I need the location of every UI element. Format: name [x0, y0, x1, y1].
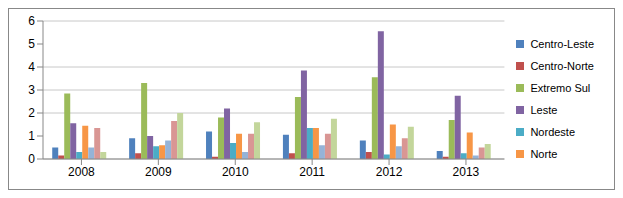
svg-text:4: 4 [28, 60, 35, 74]
svg-text:6: 6 [28, 14, 35, 28]
svg-text:2009: 2009 [145, 165, 172, 179]
svg-text:2012: 2012 [376, 165, 403, 179]
svg-text:2013: 2013 [453, 165, 480, 179]
html-text:Nordeste: Nordeste [530, 126, 575, 138]
svg-text:2: 2 [28, 106, 35, 120]
html-text:Leste: Leste [530, 104, 558, 116]
svg-text:3: 3 [28, 83, 35, 97]
html-text:Extremo Sul: Extremo Sul [530, 82, 591, 94]
svg-text:2010: 2010 [222, 165, 249, 179]
svg-text:1: 1 [28, 129, 35, 143]
svg-text:2011: 2011 [299, 165, 325, 179]
svg-text:0: 0 [28, 152, 35, 166]
svg-text:2008: 2008 [68, 165, 95, 179]
html-text:Centro-Leste: Centro-Leste [530, 38, 594, 50]
html-text:Centro-Norte: Centro-Norte [530, 60, 594, 72]
html-text:Norte: Norte [530, 148, 558, 160]
svg-text:5: 5 [28, 37, 35, 51]
